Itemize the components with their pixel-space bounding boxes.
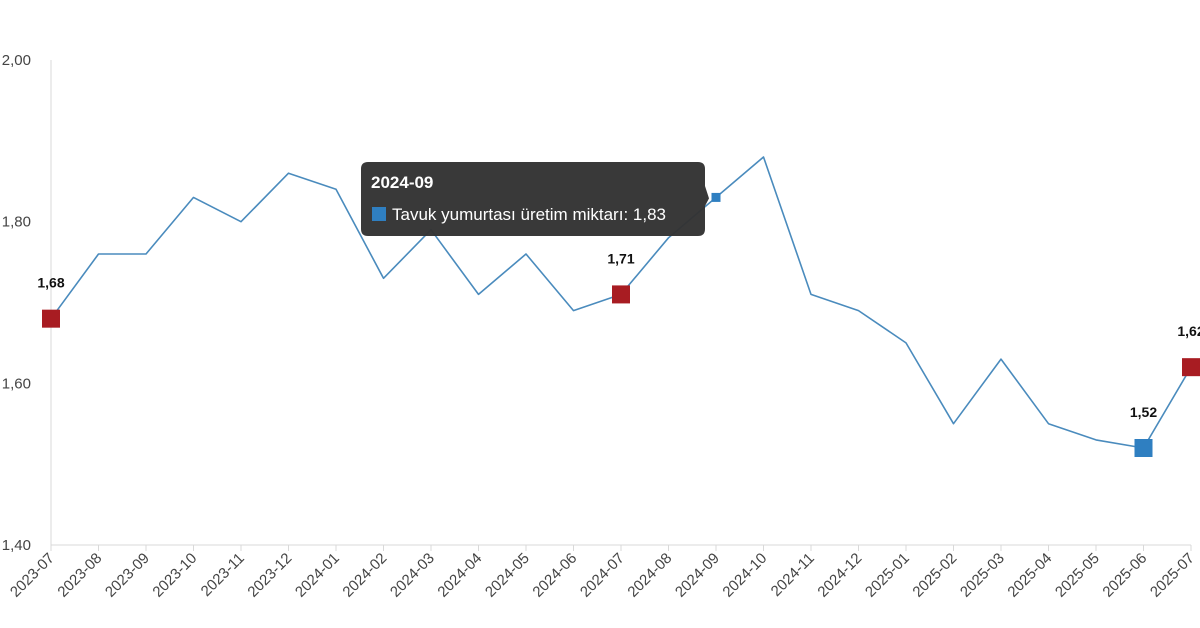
data-point[interactable] <box>1046 421 1052 427</box>
data-point[interactable] <box>1093 437 1099 443</box>
x-tick-label: 2023-09 <box>102 550 153 601</box>
x-tick-label: 2024-08 <box>624 550 675 601</box>
data-point[interactable] <box>998 356 1004 362</box>
x-tick-label: 2025-07 <box>1147 550 1198 601</box>
data-point[interactable] <box>96 251 102 257</box>
tooltip: 2024-09 Tavuk yumurtası üretim miktarı: … <box>361 162 709 236</box>
x-tick-label: 2024-03 <box>387 550 438 601</box>
tooltip-series-swatch <box>372 207 386 221</box>
x-tick-label: 2025-03 <box>957 550 1008 601</box>
hovered-point-marker[interactable] <box>711 192 721 202</box>
tooltip-title: 2024-09 <box>371 173 433 192</box>
data-point[interactable] <box>286 170 292 176</box>
x-tick-label: 2023-11 <box>198 550 248 600</box>
tooltip-value: Tavuk yumurtası üretim miktarı: 1,83 <box>392 205 666 224</box>
data-point[interactable] <box>523 251 529 257</box>
y-tick-label: 2,00 <box>2 52 31 69</box>
x-tick-label: 2024-05 <box>482 550 533 601</box>
tooltip-box <box>361 162 709 236</box>
x-axis: 2023-072023-082023-092023-102023-112023-… <box>7 544 1198 601</box>
markers-layer <box>42 154 1200 457</box>
data-point[interactable] <box>951 421 957 427</box>
x-tick-label: 2025-01 <box>862 550 913 601</box>
y-tick-label: 1,40 <box>2 537 31 554</box>
data-point[interactable] <box>808 291 814 297</box>
x-tick-label: 2023-10 <box>149 550 200 601</box>
x-tick-label: 2024-12 <box>814 550 865 601</box>
data-label: 1,62 <box>1177 323 1200 339</box>
data-point[interactable] <box>571 308 577 314</box>
data-label: 1,68 <box>37 275 64 291</box>
x-tick-label: 2024-09 <box>672 550 723 601</box>
data-point-marker[interactable] <box>42 309 60 328</box>
data-point[interactable] <box>903 340 909 346</box>
x-tick-label: 2024-01 <box>292 550 343 601</box>
data-point[interactable] <box>333 186 339 192</box>
data-point[interactable] <box>238 219 244 225</box>
x-tick-label: 2023-08 <box>54 550 105 601</box>
data-point-marker[interactable] <box>1182 358 1200 377</box>
data-point-marker[interactable] <box>612 285 630 304</box>
y-axis: 1,40 1,60 1,80 2,00 <box>2 52 52 554</box>
x-tick-label: 2024-11 <box>768 550 818 600</box>
data-point[interactable] <box>143 251 149 257</box>
y-tick-label: 1,60 <box>2 375 31 392</box>
x-tick-label: 2024-02 <box>339 550 390 601</box>
x-tick-label: 2025-04 <box>1004 550 1055 601</box>
x-tick-label: 2025-05 <box>1052 550 1103 601</box>
x-tick-label: 2023-12 <box>244 550 295 601</box>
data-point[interactable] <box>761 154 767 160</box>
data-label: 1,71 <box>607 250 634 266</box>
data-labels: 1,68 1,71 1,52 1,62 <box>37 250 1200 420</box>
x-tick-label: 2024-04 <box>434 550 485 601</box>
data-point-marker[interactable] <box>1134 439 1153 457</box>
data-point[interactable] <box>476 291 482 297</box>
x-tick-label: 2025-02 <box>909 550 960 601</box>
data-point[interactable] <box>191 194 197 200</box>
data-label: 1,52 <box>1130 404 1157 420</box>
x-tick-label: 2023-07 <box>7 550 58 601</box>
x-tick-label: 2024-07 <box>577 550 628 601</box>
x-tick-label: 2024-06 <box>529 550 580 601</box>
y-tick-label: 1,80 <box>2 214 31 231</box>
data-point[interactable] <box>381 275 387 281</box>
x-tick-label: 2025-06 <box>1099 550 1150 601</box>
x-tick-label: 2024-10 <box>719 550 770 601</box>
data-point[interactable] <box>856 308 862 314</box>
